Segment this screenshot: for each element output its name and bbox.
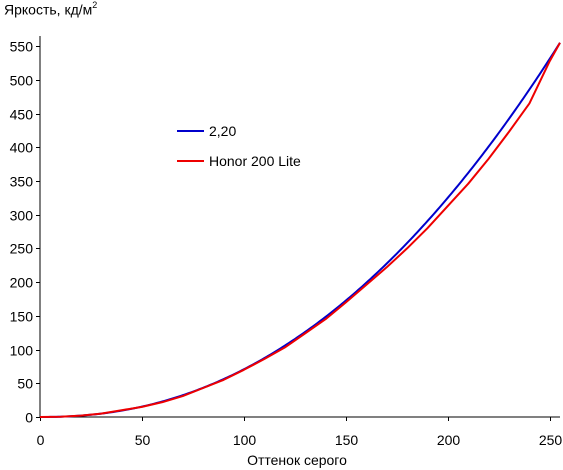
x-tick-label: 100 [233,432,257,448]
x-tick-label: 200 [437,432,461,448]
y-tick-label: 50 [17,376,33,392]
y-tick-label: 500 [10,73,34,89]
x-tick-label: 250 [539,432,563,448]
axes: 0 50 100 150 200 250 300 350 400 450 500 550 0 50 100 1… [10,36,563,448]
y-tick-label: 550 [10,39,34,55]
x-tick-label: 50 [135,432,151,448]
y-tick-label: 400 [10,140,34,156]
x-tick-label: 150 [335,432,359,448]
y-axis-title: Яркость, кд/м2 [4,0,98,18]
plot-area [40,36,560,417]
y-tick-label: 250 [10,241,34,257]
legend-label-2: Honor 200 Lite [209,153,301,169]
y-tick-label: 200 [10,275,34,291]
y-tick-label: 100 [10,343,34,359]
series-line-2 [39,42,561,418]
x-tick-label: 0 [37,432,45,448]
legend: 2,20 Honor 200 Lite [177,123,301,169]
y-tick-label: 300 [10,208,34,224]
y-tick-label: 0 [25,410,33,426]
y-tick-label: 450 [10,107,34,123]
legend-label-1: 2,20 [209,123,236,139]
x-axis-title: Оттенок серого [247,452,347,468]
series-layer [39,42,561,418]
y-tick-label: 350 [10,174,34,190]
y-tick-label: 150 [10,309,34,325]
